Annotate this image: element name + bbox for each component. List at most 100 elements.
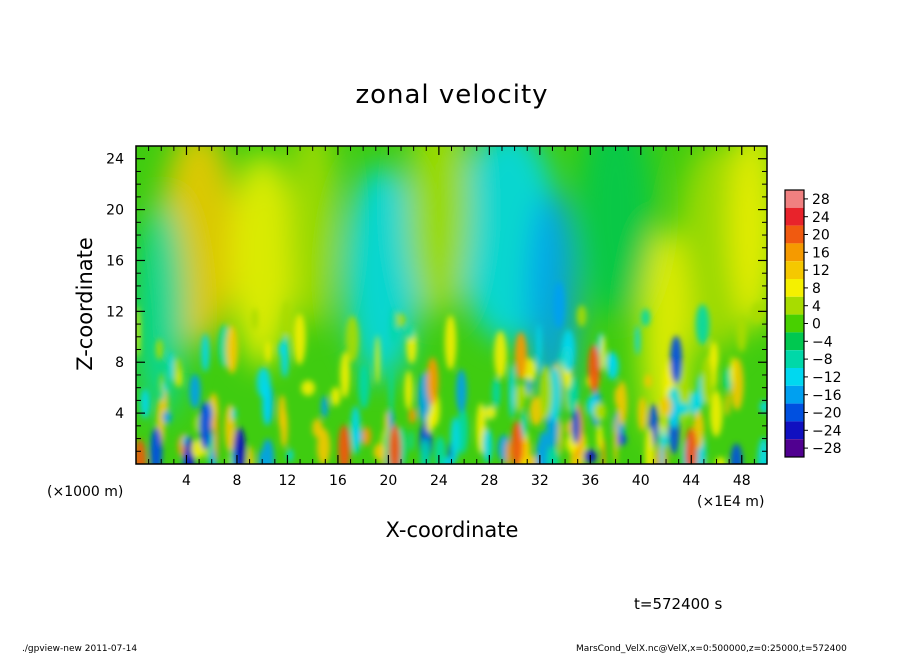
field-band: [230, 152, 294, 369]
field-cell: [409, 429, 414, 452]
field-cell-strong: [426, 357, 439, 406]
field-cell: [246, 445, 254, 464]
time-label: t=572400 s: [634, 595, 722, 613]
field-cell-strong: [199, 401, 212, 450]
field-cell: [571, 407, 581, 444]
field-cell: [404, 370, 413, 410]
field-cell: [666, 386, 681, 429]
x-tick-label: 48: [733, 473, 751, 489]
y-tick-label: 24: [106, 152, 124, 168]
field-cell: [638, 397, 647, 432]
colorbar-label: −8: [812, 352, 833, 368]
colorbar-label: −20: [812, 406, 842, 422]
colorbar-swatch: [785, 261, 804, 279]
field-cell: [456, 369, 467, 414]
field-cell: [596, 424, 603, 451]
field-cell: [159, 373, 164, 395]
field-cell: [529, 396, 543, 426]
field-cell: [659, 426, 665, 464]
field-cell: [262, 380, 272, 426]
field-cell: [162, 410, 172, 424]
field-cell: [155, 338, 164, 361]
field-cell: [700, 356, 713, 405]
y-tick-label: 8: [115, 355, 124, 371]
field-cell: [189, 374, 201, 409]
field-cell: [757, 437, 767, 464]
colorbar-swatch: [785, 439, 804, 457]
field-cell: [751, 302, 765, 324]
field-cell: [352, 425, 360, 455]
field-cell: [434, 436, 446, 464]
field-cell: [546, 446, 560, 464]
field-cell: [641, 308, 651, 327]
colorbar-label: 0: [812, 317, 821, 333]
field-cell: [606, 351, 618, 370]
field-cell: [261, 438, 275, 464]
field-cell: [709, 390, 723, 437]
field-cell: [678, 402, 690, 415]
colorbar-swatch: [785, 368, 804, 386]
field-cell: [389, 366, 394, 416]
y-tick-label: 12: [106, 304, 124, 320]
field-cell-strong: [150, 427, 163, 464]
field-cell-strong: [338, 424, 351, 464]
field-cell: [373, 443, 385, 460]
field-cell-strong: [511, 420, 524, 464]
field-band: [407, 146, 471, 318]
field-cell: [645, 427, 655, 464]
x-axis-title: X-coordinate: [386, 518, 519, 542]
field-cell: [214, 410, 219, 461]
field-cell: [635, 325, 640, 356]
y-unit-label: (×1000 m): [47, 484, 123, 500]
x-tick-label: 24: [430, 473, 448, 489]
field-cell: [514, 383, 525, 413]
field-cell-strong: [514, 331, 527, 380]
colorbar-swatch: [785, 421, 804, 440]
field-cell: [484, 405, 497, 420]
field-band: [344, 165, 420, 382]
field-cell: [362, 426, 372, 446]
colorbar-swatch: [785, 279, 804, 297]
footer-right: MarsCond_VelX.nc@VelX,x=0:500000,z=0:250…: [576, 644, 847, 654]
chart-title: zonal velocity: [355, 80, 548, 110]
field-cell: [505, 440, 512, 464]
colorbar-label: 8: [812, 281, 821, 297]
field-cell: [492, 377, 501, 409]
field-cell: [659, 396, 673, 417]
field-cell: [265, 341, 272, 363]
heatmap-small-scale-field: [136, 281, 767, 464]
field-cell: [408, 407, 417, 424]
field-cell: [725, 392, 730, 417]
field-cell: [600, 335, 606, 372]
colorbar-label: −4: [812, 334, 833, 350]
colorbar-swatch: [785, 314, 804, 333]
field-cell: [281, 300, 292, 342]
y-tick-label: 20: [106, 203, 124, 219]
colorbar-label: 12: [812, 263, 830, 279]
field-cell: [321, 395, 329, 418]
colorbar-swatch: [785, 350, 804, 368]
y-axis-ticks: 4 8 12 16 20 24: [106, 152, 767, 452]
colorbar-swatch: [785, 332, 804, 351]
x-tick-label: 8: [232, 473, 241, 489]
x-unit-label: (×1E4 m): [697, 494, 764, 510]
colorbar-swatch: [785, 243, 804, 262]
field-cell: [729, 356, 735, 385]
field-cell: [712, 351, 718, 391]
field-cell-strong: [588, 344, 601, 393]
field-band: [729, 146, 767, 331]
field-cell: [494, 330, 507, 379]
colorbar-label: 16: [812, 245, 830, 261]
field-cell-strong: [225, 325, 238, 374]
field-cell: [345, 315, 360, 363]
colorbar-label: −16: [812, 388, 842, 404]
field-cell: [293, 313, 306, 365]
field-cell: [561, 329, 576, 373]
field-cell: [280, 335, 289, 378]
y-tick-label: 4: [115, 406, 124, 422]
field-cell: [508, 364, 516, 419]
field-cell: [443, 456, 454, 464]
field-cell: [576, 305, 587, 327]
colorbar-swatch: [785, 385, 804, 404]
